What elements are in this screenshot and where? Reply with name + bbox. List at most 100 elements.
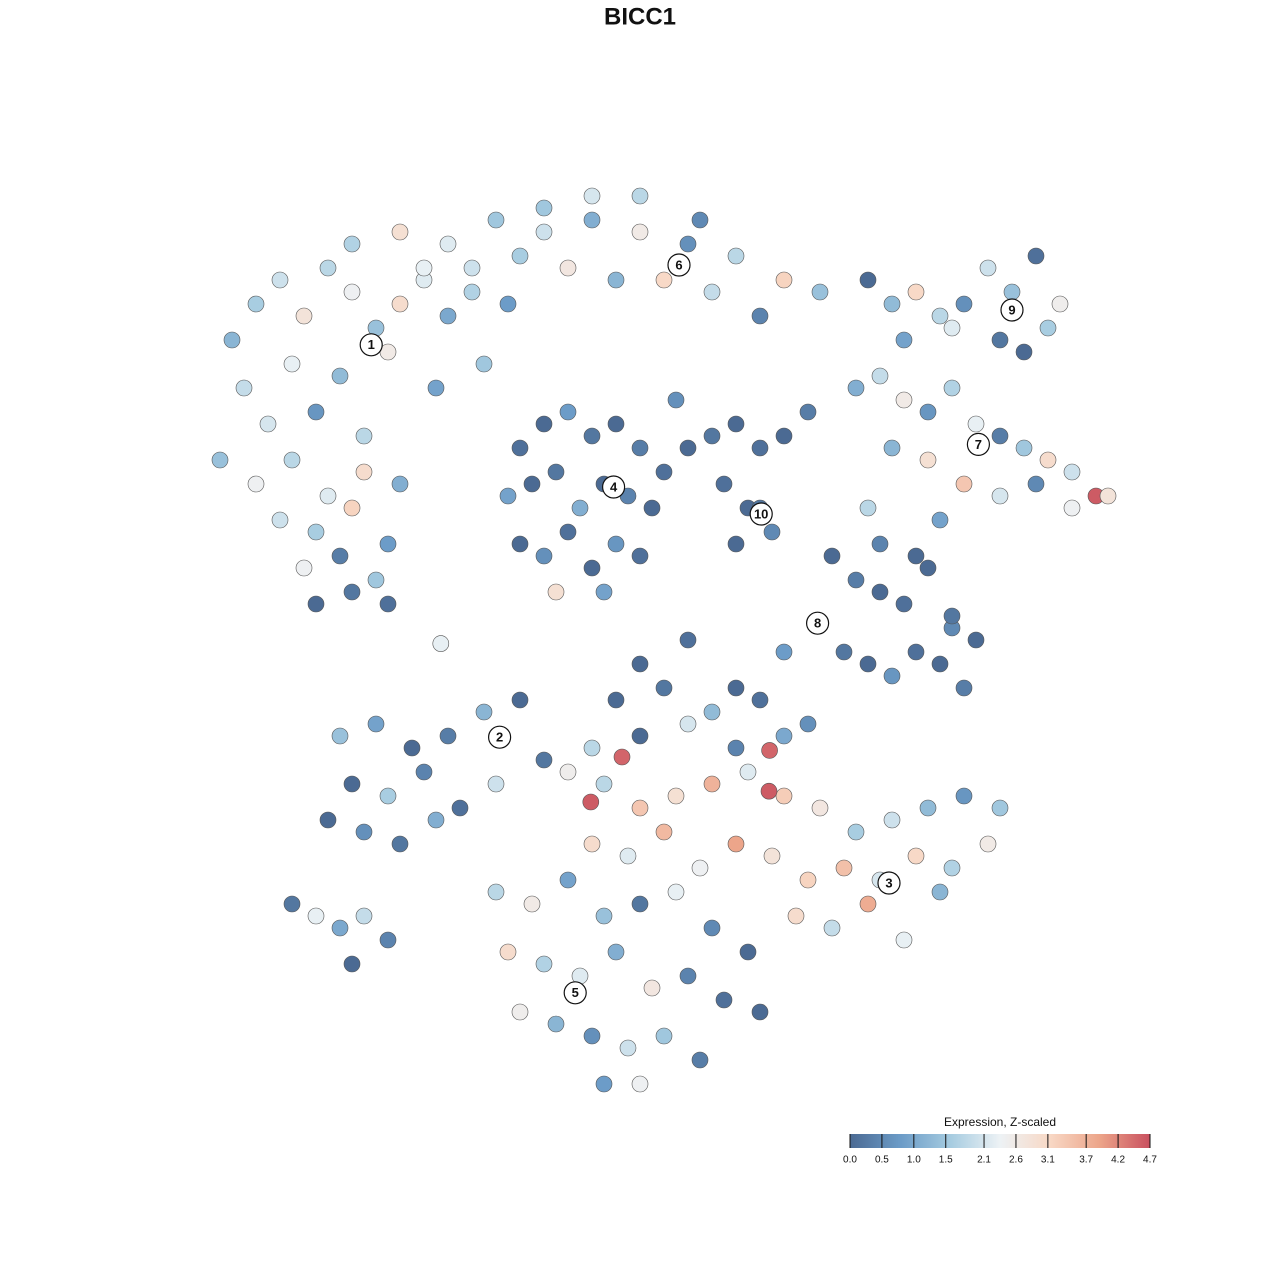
point: [319, 259, 337, 277]
cluster-label: 8: [814, 616, 821, 631]
point: [487, 883, 505, 901]
point: [931, 655, 949, 673]
point: [859, 655, 877, 673]
point: [619, 1039, 637, 1057]
cluster-label-badge: [877, 871, 901, 895]
point: [235, 379, 253, 397]
point: [415, 763, 433, 781]
point: [895, 931, 913, 949]
point: [631, 187, 649, 205]
point: [475, 703, 493, 721]
point: [607, 691, 625, 709]
point: [751, 1003, 769, 1021]
point: [583, 1027, 601, 1045]
point: [655, 823, 673, 841]
point: [367, 715, 385, 733]
point: [571, 499, 589, 517]
point: [775, 727, 793, 745]
point: [871, 367, 889, 385]
point: [631, 727, 649, 745]
cluster-label: 4: [610, 479, 618, 494]
point: [703, 427, 721, 445]
point: [895, 595, 913, 613]
point: [991, 487, 1009, 505]
point: [535, 415, 553, 433]
point: [919, 559, 937, 577]
point: [667, 883, 685, 901]
point: [667, 391, 685, 409]
points: [211, 187, 1117, 1093]
point: [432, 635, 450, 652]
point: [427, 811, 445, 829]
point: [871, 583, 889, 601]
point: [631, 799, 649, 817]
point: [859, 895, 877, 913]
point: [247, 475, 265, 493]
point: [391, 295, 409, 313]
point: [583, 427, 601, 445]
point: [547, 583, 565, 601]
point: [835, 643, 853, 661]
point: [439, 307, 457, 325]
point: [943, 859, 961, 877]
point: [271, 511, 289, 529]
point: [595, 775, 613, 793]
point: [871, 535, 889, 553]
point: [895, 331, 913, 349]
point: [607, 271, 625, 289]
point: [487, 775, 505, 793]
chart-title: BICC1: [604, 3, 676, 30]
point: [859, 499, 877, 517]
point: [1027, 475, 1045, 493]
point: [499, 487, 517, 505]
point: [499, 295, 517, 313]
point: [391, 475, 409, 493]
point: [613, 748, 631, 766]
point: [343, 955, 361, 973]
point: [943, 607, 961, 625]
point: [1051, 295, 1069, 313]
point: [655, 1027, 673, 1045]
point: [307, 523, 325, 541]
cluster-label-badge: [667, 253, 691, 277]
point: [991, 427, 1009, 445]
point: [439, 727, 457, 745]
point: [343, 499, 361, 517]
cluster-label: 7: [975, 437, 982, 452]
point: [967, 415, 985, 433]
cluster-label: 9: [1008, 302, 1015, 317]
point: [307, 403, 325, 421]
colorbar-tick-label: 2.1: [977, 1155, 991, 1166]
point: [823, 919, 841, 937]
point: [883, 295, 901, 313]
point: [943, 379, 961, 397]
point: [955, 787, 973, 805]
point: [775, 271, 793, 289]
cluster-label-badge: [966, 432, 991, 456]
point: [727, 739, 745, 757]
point: [343, 583, 361, 601]
point: [775, 787, 793, 805]
point: [655, 679, 673, 697]
point: [679, 631, 697, 649]
point: [955, 295, 973, 313]
point: [727, 835, 745, 853]
point: [715, 991, 733, 1009]
point: [391, 223, 409, 241]
point: [355, 427, 373, 445]
point: [811, 283, 829, 301]
point: [631, 223, 649, 241]
colorbar-tick-label: 0.5: [875, 1155, 889, 1166]
point: [535, 955, 553, 973]
colorbar-tick-label: 0.0: [843, 1155, 857, 1166]
point: [439, 235, 457, 253]
point: [679, 715, 697, 733]
point: [1063, 499, 1081, 517]
point: [991, 799, 1009, 817]
point: [523, 895, 541, 913]
point: [511, 1003, 529, 1021]
point: [895, 391, 913, 409]
point: [799, 715, 817, 733]
point: [319, 811, 337, 829]
point: [367, 571, 385, 589]
